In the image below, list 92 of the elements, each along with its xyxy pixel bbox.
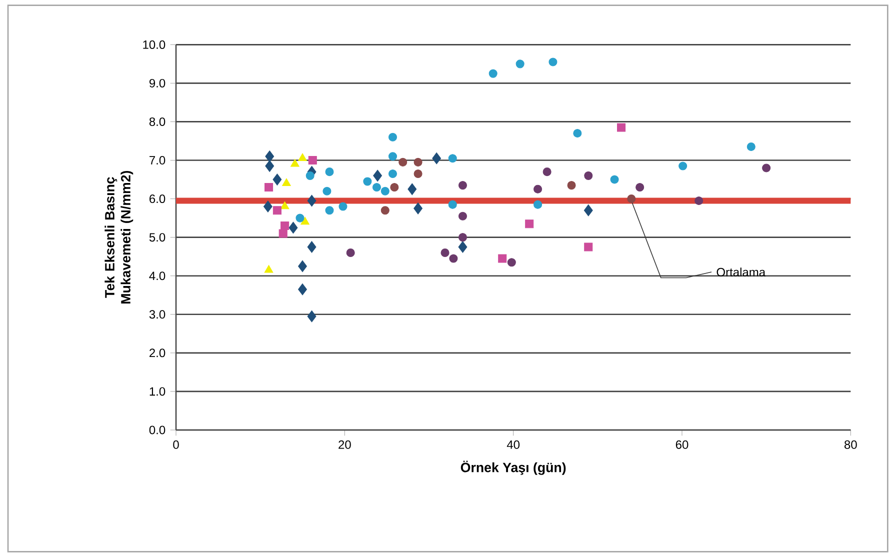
x-tick-label: 0 bbox=[173, 440, 179, 449]
point bbox=[525, 220, 534, 228]
point bbox=[264, 265, 274, 273]
point bbox=[265, 160, 274, 172]
point bbox=[338, 202, 348, 211]
point bbox=[272, 174, 282, 186]
point bbox=[325, 206, 334, 215]
point bbox=[636, 182, 644, 192]
point bbox=[458, 241, 468, 253]
x-axis-title: Örnek Yaşı (gün) bbox=[460, 460, 566, 475]
point bbox=[390, 182, 399, 192]
point bbox=[388, 132, 398, 142]
point bbox=[388, 152, 398, 161]
point bbox=[610, 175, 619, 184]
point bbox=[296, 214, 304, 222]
point bbox=[746, 142, 756, 152]
point bbox=[307, 241, 316, 253]
point bbox=[280, 221, 290, 230]
point bbox=[458, 233, 467, 242]
point bbox=[282, 178, 291, 186]
point bbox=[306, 171, 314, 180]
x-tick-label: 20 bbox=[338, 440, 351, 449]
point bbox=[448, 200, 457, 209]
point bbox=[542, 168, 552, 176]
y-tick-label: 2.0 bbox=[150, 348, 166, 358]
point bbox=[380, 186, 390, 196]
y-tick-label: 8.0 bbox=[149, 117, 166, 126]
point bbox=[298, 283, 307, 296]
y-tick-label: 3.0 bbox=[149, 310, 166, 319]
point bbox=[373, 170, 382, 182]
y-tick-label: 5.0 bbox=[149, 233, 166, 242]
point bbox=[346, 248, 355, 258]
point bbox=[414, 158, 422, 166]
point bbox=[762, 164, 771, 172]
ref-line-label: Ortalama bbox=[716, 268, 766, 276]
point bbox=[584, 171, 593, 180]
point bbox=[398, 158, 408, 166]
point bbox=[440, 248, 450, 258]
point bbox=[449, 254, 458, 263]
point bbox=[414, 202, 423, 214]
point bbox=[325, 168, 334, 176]
y-tick-label: 7.0 bbox=[150, 156, 166, 165]
point bbox=[322, 186, 332, 196]
point bbox=[678, 162, 688, 170]
point bbox=[307, 310, 316, 322]
point bbox=[300, 216, 310, 225]
point bbox=[448, 154, 457, 163]
point bbox=[265, 150, 274, 162]
point bbox=[388, 169, 398, 178]
y-tick-label: 6.0 bbox=[150, 194, 166, 204]
point bbox=[458, 181, 467, 190]
y-tick-label: 1.0 bbox=[150, 387, 166, 396]
point bbox=[408, 183, 417, 196]
point bbox=[280, 201, 290, 210]
y-tick-label: 9.0 bbox=[149, 78, 166, 88]
point bbox=[372, 182, 381, 192]
point bbox=[567, 181, 576, 190]
y-axis-title: Tek Eksenli Basınç Mukavemeti (N/mm2) bbox=[104, 170, 134, 304]
point bbox=[290, 159, 300, 167]
point bbox=[308, 156, 317, 165]
point bbox=[263, 200, 272, 212]
y-tick-label: 4.0 bbox=[149, 272, 166, 280]
point bbox=[458, 212, 467, 220]
point bbox=[488, 69, 498, 78]
point bbox=[617, 123, 626, 132]
point bbox=[278, 229, 288, 238]
point bbox=[548, 58, 558, 66]
point bbox=[380, 206, 390, 215]
y-tick-label: 0.0 bbox=[149, 426, 166, 434]
point bbox=[272, 206, 282, 215]
point bbox=[584, 204, 593, 216]
x-tick-label: 80 bbox=[844, 440, 857, 449]
point bbox=[288, 222, 298, 234]
point bbox=[363, 177, 372, 186]
point bbox=[507, 258, 516, 267]
point bbox=[584, 242, 593, 252]
point bbox=[516, 60, 524, 68]
point bbox=[432, 152, 442, 164]
x-tick-label: 40 bbox=[506, 440, 520, 449]
x-tick-label: 60 bbox=[676, 440, 688, 449]
point bbox=[694, 196, 704, 205]
point bbox=[264, 182, 274, 192]
point bbox=[627, 194, 636, 204]
point bbox=[534, 200, 542, 209]
point bbox=[573, 129, 582, 138]
point bbox=[298, 153, 307, 161]
point bbox=[307, 194, 316, 207]
point bbox=[534, 184, 542, 194]
point bbox=[298, 260, 307, 272]
y-tick-label: 10.0 bbox=[143, 40, 166, 49]
point bbox=[498, 254, 507, 263]
point bbox=[414, 169, 422, 178]
